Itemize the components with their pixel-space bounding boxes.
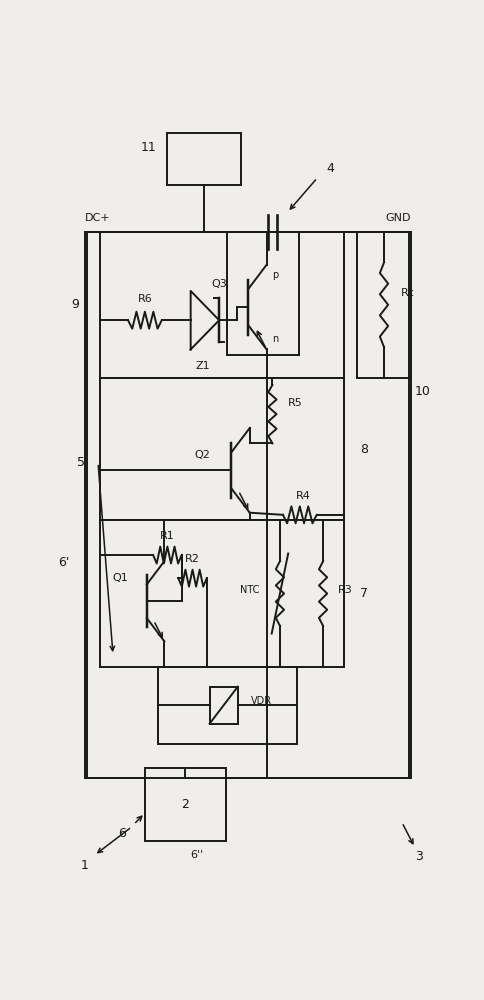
Text: R6: R6 — [137, 294, 152, 304]
Text: R1: R1 — [160, 531, 175, 541]
Bar — [100, 232, 344, 378]
Text: 3: 3 — [415, 850, 423, 863]
Text: 6'': 6'' — [190, 850, 203, 860]
Text: p: p — [272, 270, 278, 280]
Text: 11: 11 — [140, 141, 156, 154]
Bar — [100, 520, 344, 667]
Bar — [158, 667, 297, 744]
Text: R2: R2 — [185, 554, 200, 564]
Text: Q2: Q2 — [195, 450, 211, 460]
Text: 5: 5 — [77, 456, 85, 469]
Text: 6': 6' — [59, 556, 70, 569]
Text: 6: 6 — [119, 827, 126, 840]
Text: 2: 2 — [182, 798, 189, 811]
Text: VDR: VDR — [251, 696, 272, 706]
Text: DC+: DC+ — [85, 213, 110, 223]
Bar — [227, 232, 299, 355]
Bar — [145, 768, 226, 841]
Bar — [100, 378, 344, 520]
Text: 7: 7 — [360, 587, 368, 600]
Bar — [357, 232, 411, 378]
Text: NTC: NTC — [240, 585, 259, 595]
Bar — [85, 232, 411, 778]
Text: Q1: Q1 — [112, 573, 128, 583]
Text: 4: 4 — [327, 162, 335, 175]
Text: R5: R5 — [287, 398, 302, 408]
Bar — [210, 687, 238, 724]
Text: R4: R4 — [296, 491, 311, 501]
Text: Q3: Q3 — [212, 279, 227, 289]
Text: R3: R3 — [338, 585, 353, 595]
Text: 10: 10 — [415, 385, 431, 398]
Text: 1: 1 — [81, 859, 89, 872]
Text: GND: GND — [386, 213, 411, 223]
Text: Z1: Z1 — [196, 361, 211, 371]
Text: 9: 9 — [71, 298, 79, 311]
Text: n: n — [272, 334, 278, 344]
Bar — [167, 133, 241, 185]
Text: 8: 8 — [360, 443, 368, 456]
Text: Rc: Rc — [401, 288, 415, 298]
